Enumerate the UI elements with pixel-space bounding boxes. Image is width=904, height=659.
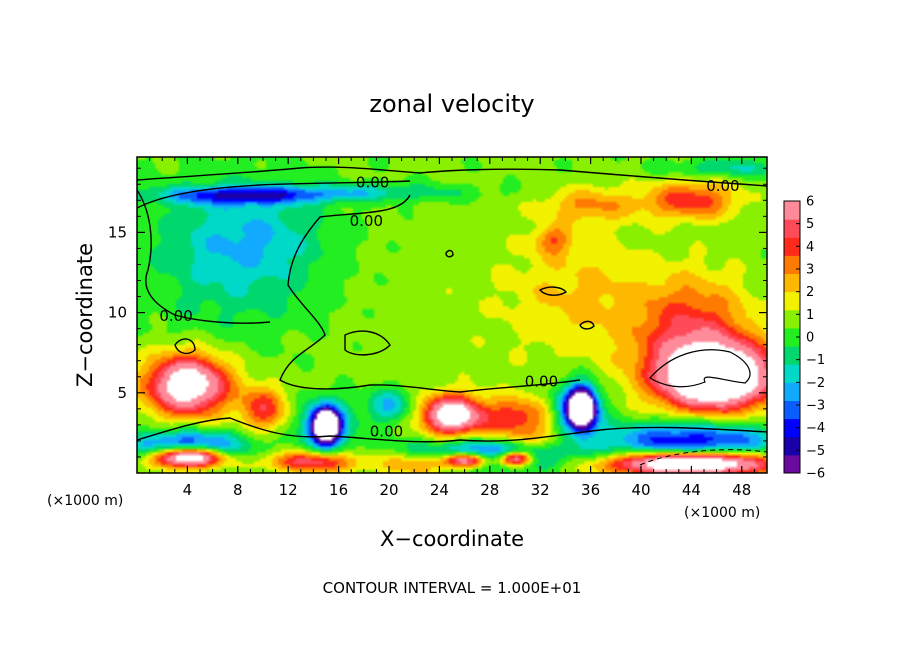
- x-tick-label: 32: [531, 481, 550, 499]
- contour-small-1: [538, 286, 568, 296]
- colorbar-label: −5: [806, 444, 825, 459]
- contour-white-right: [649, 349, 751, 388]
- contour-label: 0.00: [525, 373, 558, 391]
- colorbar-swatch: [784, 201, 800, 220]
- colorbar-label: −2: [806, 376, 825, 391]
- colorbar-swatch: [784, 291, 800, 311]
- contour-label: 0.00: [356, 174, 389, 192]
- colorbar-label: 4: [806, 240, 814, 255]
- x-tick-label: 8: [233, 481, 243, 499]
- colorbar-swatch: [784, 454, 800, 474]
- plot-area: 0.00 0.000.000.000.000.00 4 8 12 16 20 24 28 32 3…: [108, 156, 768, 499]
- velocity-field: [137, 157, 767, 473]
- colorbar-label: 6: [806, 195, 814, 210]
- colorbar-label: 5: [806, 217, 814, 232]
- x-axis-label: X−coordinate: [380, 527, 524, 551]
- x-tick-label: 28: [480, 481, 499, 499]
- colorbar-swatch: [784, 418, 800, 438]
- y-tick-label: 10: [108, 304, 127, 322]
- colorbar-label: −1: [806, 353, 825, 368]
- contour-interval-note: CONTOUR INTERVAL = 1.000E+01: [323, 579, 582, 597]
- contour-dashed: [639, 449, 768, 466]
- colorbar-swatch: [784, 273, 800, 293]
- contour-label: 0.00: [706, 177, 739, 195]
- x-tick-label: 40: [631, 481, 650, 499]
- colorbar-swatch: [784, 400, 800, 420]
- colorbar-swatch: [784, 436, 800, 456]
- x-tick-group: 4 8 12 16 20 24 28 32 36 40 44 48: [149, 157, 755, 499]
- x-tick-label: 20: [379, 481, 398, 499]
- colorbar-swatch: [784, 382, 800, 401]
- y-tick-label: 5: [117, 384, 127, 402]
- x-tick-label: 4: [183, 481, 193, 499]
- chart-title: zonal velocity: [369, 90, 534, 118]
- contour-label: 0.00: [370, 422, 403, 440]
- colorbar-swatch: [784, 255, 800, 275]
- colorbar-label: 1: [806, 308, 814, 323]
- y-tick-group: 5 10 15: [108, 167, 767, 458]
- colorbar-swatch: [784, 309, 800, 329]
- x-tick-label: 12: [279, 481, 298, 499]
- colorbar-swatch: [784, 364, 800, 383]
- colorbar-label: 3: [806, 263, 814, 278]
- colorbar-label: −4: [806, 421, 825, 436]
- x-unit-right: (×1000 m): [684, 505, 760, 521]
- contour-label: 0.00: [350, 212, 383, 230]
- contour-label: 0.00: [159, 307, 192, 325]
- x-tick-label: 44: [682, 481, 701, 499]
- x-tick-label: 48: [732, 481, 751, 499]
- x-tick-label: 24: [430, 481, 449, 499]
- contour-label-group: 0.00 0.00 0.00 0.00 0.00 0.00: [159, 174, 739, 441]
- colorbar-swatch: [784, 346, 800, 365]
- contour-lower: [136, 417, 768, 443]
- contour-upper-left: [136, 180, 411, 209]
- x-tick-label: 36: [581, 481, 600, 499]
- colorbar: 6 5 4 3 2 1 0 −1 −2 −3 −4 −5 −6: [783, 195, 825, 482]
- colorbar-label: −6: [806, 467, 825, 482]
- contour-mid: [344, 330, 391, 356]
- contour-lines: [136, 166, 768, 466]
- contour-main: [279, 194, 581, 393]
- y-tick-label: 15: [108, 223, 127, 241]
- x-unit-left: (×1000 m): [47, 493, 123, 509]
- contour-small-4: [174, 338, 196, 355]
- colorbar-swatch: [784, 219, 800, 238]
- contour-upper: [136, 166, 768, 187]
- colorbar-swatch: [784, 327, 800, 347]
- x-tick-label: 16: [329, 481, 348, 499]
- colorbar-label: 0: [806, 331, 814, 346]
- contour-small-3: [445, 249, 454, 258]
- y-axis-label: Z−coordinate: [73, 243, 97, 387]
- colorbar-label: 2: [806, 285, 814, 300]
- colorbar-swatch: [784, 237, 800, 256]
- colorbar-label: −3: [806, 399, 825, 414]
- contour-left: [136, 189, 271, 324]
- contour-small-2: [579, 320, 595, 330]
